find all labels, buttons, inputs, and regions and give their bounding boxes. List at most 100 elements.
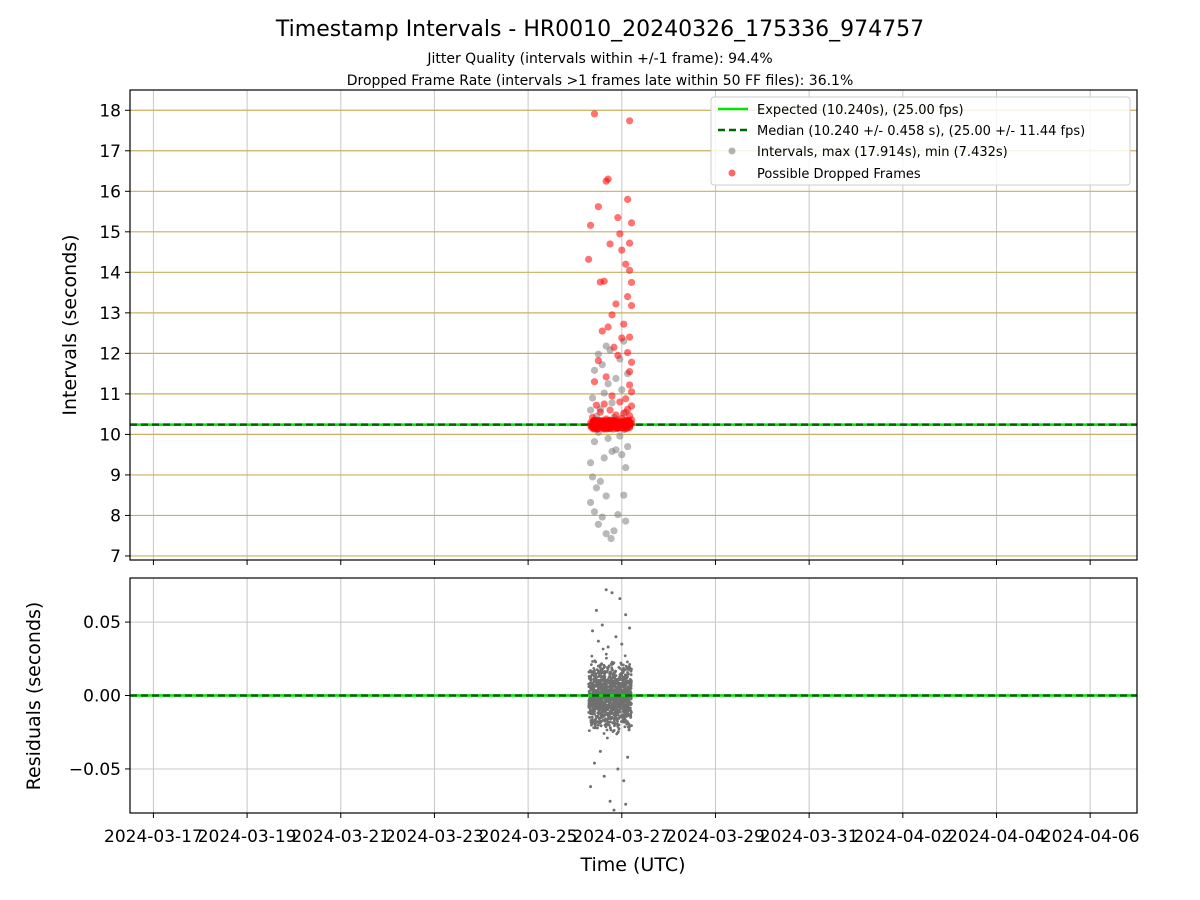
intervals-y-tick-label: 17 xyxy=(99,142,121,162)
residual-point xyxy=(622,685,626,688)
dropped-frame-point xyxy=(627,358,636,366)
residual-point xyxy=(622,779,626,783)
residual-point xyxy=(598,684,602,688)
intervals-axes-frame xyxy=(129,89,1138,561)
residual-point xyxy=(594,673,598,676)
residual-point xyxy=(627,665,631,668)
residual-point xyxy=(610,667,614,671)
dropped-frame-point xyxy=(624,293,632,301)
dropped-frame-point xyxy=(614,214,622,222)
interval-point xyxy=(610,527,618,535)
residual-point xyxy=(591,709,595,713)
interval-point xyxy=(622,517,630,525)
residual-point xyxy=(625,712,629,715)
residual-point xyxy=(593,659,597,663)
dropped-frame-point xyxy=(618,246,626,254)
residual-point xyxy=(592,674,596,678)
residual-point xyxy=(605,728,609,732)
dropped-frame-point xyxy=(616,230,624,238)
residual-point xyxy=(604,725,608,729)
residual-point xyxy=(613,712,617,716)
residual-point xyxy=(629,690,633,694)
residual-point xyxy=(599,663,603,667)
chart-subtitle-2: Dropped Frame Rate (intervals >1 frames … xyxy=(347,73,854,89)
dropped-frame-point xyxy=(604,323,612,331)
residual-point xyxy=(621,678,625,681)
residual-point xyxy=(603,677,607,681)
dropped-frame-point xyxy=(600,422,608,430)
legend-expected-label: Expected (10.240s), (25.00 fps) xyxy=(757,103,964,118)
x-tick-label: 2024-03-25 xyxy=(479,827,578,847)
legend-box xyxy=(710,96,1131,186)
residual-point xyxy=(590,711,593,715)
residual-point xyxy=(606,723,610,727)
residual-point xyxy=(609,712,612,716)
residual-point xyxy=(603,670,607,673)
residual-point xyxy=(619,691,623,695)
residual-point xyxy=(609,706,613,709)
interval-point xyxy=(618,386,626,394)
dropped-frame-point xyxy=(616,398,624,406)
residual-point xyxy=(606,645,610,649)
residual-point xyxy=(596,700,599,703)
residual-point xyxy=(592,671,596,674)
residual-point xyxy=(588,700,592,704)
dropped-frame-point xyxy=(614,351,622,359)
residuals-y-ticks: 0.05 0.00 −0.05 xyxy=(69,613,130,780)
dropped-frame-point xyxy=(625,381,634,389)
x-tick-label: 2024-03-21 xyxy=(291,827,390,847)
residual-point xyxy=(626,679,630,683)
residual-point xyxy=(588,715,592,719)
residual-point xyxy=(628,678,632,681)
interval-point xyxy=(600,389,608,397)
interval-point xyxy=(607,534,615,543)
dropped-frame-point xyxy=(606,406,614,414)
residual-point xyxy=(626,720,629,723)
residual-point xyxy=(591,629,595,633)
dropped-frame-point xyxy=(624,195,632,203)
residual-point xyxy=(616,724,620,728)
residual-point xyxy=(606,711,609,715)
dropped-frame-point xyxy=(585,255,593,263)
residual-point xyxy=(603,687,607,691)
residual-point xyxy=(610,679,614,683)
legend-dropped-marker xyxy=(728,169,736,177)
x-tick-label: 2024-03-23 xyxy=(385,827,484,847)
dropped-frame-point xyxy=(618,334,626,342)
residual-point xyxy=(621,663,625,667)
residual-point xyxy=(609,677,613,680)
residual-point xyxy=(619,661,623,665)
residual-point xyxy=(603,712,607,716)
dropped-frame-point xyxy=(627,301,636,310)
residual-point xyxy=(610,672,614,676)
interval-point xyxy=(598,513,606,521)
residual-point xyxy=(592,761,596,765)
residual-point xyxy=(592,667,596,670)
residual-point xyxy=(629,697,633,701)
residual-point xyxy=(614,696,618,700)
dropped-frame-point xyxy=(625,117,634,125)
residual-point xyxy=(627,726,631,729)
interval-point xyxy=(590,438,599,446)
residual-point xyxy=(630,724,633,727)
residual-point xyxy=(599,698,603,702)
residual-point xyxy=(622,687,626,691)
legend-median-label: Median (10.240 +/- 0.458 s), (25.00 +/- … xyxy=(757,124,1085,139)
residual-point xyxy=(617,727,621,730)
residual-point xyxy=(604,588,608,592)
residual-point xyxy=(601,713,605,717)
dropped-frame-point xyxy=(596,278,604,286)
residual-point xyxy=(623,709,626,713)
residual-point xyxy=(596,679,599,683)
dropped-frame-point xyxy=(606,240,614,248)
residual-point xyxy=(594,608,598,612)
intervals-y-tick-label: 16 xyxy=(99,182,121,202)
residual-point xyxy=(608,799,612,803)
residual-point xyxy=(611,662,615,666)
dropped-frame-point xyxy=(590,378,599,386)
residual-point xyxy=(598,666,602,669)
residual-point xyxy=(594,677,598,681)
residual-point xyxy=(613,705,617,709)
residual-point xyxy=(626,675,629,679)
residual-point xyxy=(604,652,608,656)
